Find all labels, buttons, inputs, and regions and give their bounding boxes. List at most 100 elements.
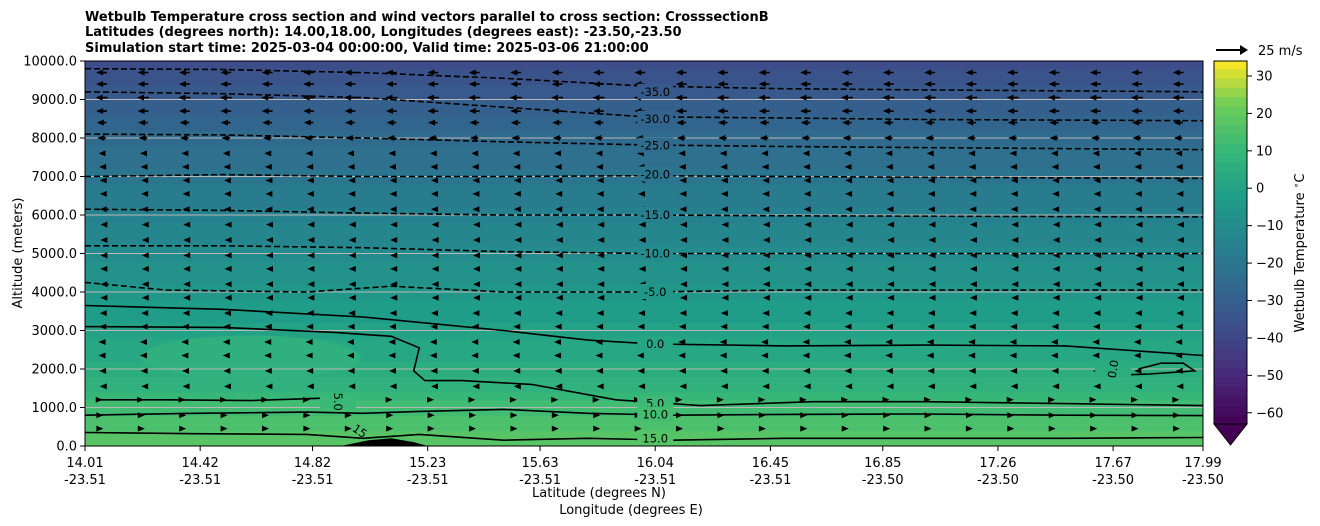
- wind-vector-head: [1007, 69, 1015, 76]
- wind-vector-head: [634, 69, 642, 76]
- wind-vector-head: [680, 281, 688, 288]
- degree-symbol: ∘: [1292, 183, 1302, 189]
- wind-vector-head: [509, 94, 517, 101]
- wind-vector-head: [223, 310, 231, 317]
- wind-vector-head: [222, 150, 230, 157]
- x-tick-label-lon: -23.50: [862, 473, 904, 488]
- contour-label: -20.0: [640, 168, 670, 182]
- wind-vector-head: [219, 94, 227, 101]
- wind-vector-head: [1010, 367, 1018, 374]
- wind-vector-head: [306, 206, 314, 213]
- wind-vector-head: [1172, 94, 1180, 101]
- colorbar-segment: [1214, 162, 1247, 172]
- wind-vector-head: [469, 425, 477, 432]
- wind-vector-head: [1011, 294, 1019, 301]
- contour-label-bg: [637, 406, 674, 422]
- wind-vector-head: [841, 412, 849, 419]
- wind-vector-head: [427, 81, 435, 88]
- wind-vector-head: [472, 310, 480, 317]
- x-tick-label-lat: 15.23: [409, 456, 446, 471]
- wind-vector-head: [348, 310, 356, 317]
- wind-vector-head: [759, 135, 767, 141]
- wind-vector-head: [595, 150, 603, 157]
- wind-vector-head: [1048, 108, 1056, 115]
- wind-vector-head: [1176, 177, 1184, 184]
- wind-vector-head: [1176, 237, 1184, 244]
- wind-vector-head: [969, 252, 977, 259]
- colorbar-segment: [1214, 236, 1247, 247]
- wind-vector-head: [95, 94, 103, 101]
- wind-vector-head: [1010, 163, 1018, 170]
- wind-vector-head: [1009, 352, 1017, 359]
- wind-vector-head: [265, 206, 273, 213]
- wind-vector-head: [182, 177, 190, 184]
- wind-vector-head: [680, 265, 688, 272]
- wind-vector-head: [720, 383, 728, 390]
- wind-vector-head: [761, 150, 769, 157]
- wind-vector-head: [1135, 221, 1143, 228]
- wind-vector-head: [845, 177, 853, 184]
- wind-vector-head: [1130, 396, 1138, 403]
- wind-vector-head: [264, 367, 272, 374]
- x-tick-label-lon: -23.50: [1092, 473, 1134, 488]
- wind-vector-head: [469, 412, 477, 419]
- wind-vector-head: [307, 252, 315, 259]
- wind-vector-head: [262, 119, 270, 126]
- colorbar-tick-label: −10: [1256, 219, 1283, 234]
- wind-vector-head: [264, 150, 272, 157]
- wetbulb-band: [85, 184, 1203, 193]
- wind-vector-head: [926, 339, 934, 346]
- wind-vector-head: [348, 294, 356, 301]
- wind-vector-head: [721, 237, 729, 244]
- wind-vector-head: [676, 425, 684, 432]
- wind-vector-head: [306, 383, 314, 390]
- wind-vector-head: [1093, 177, 1101, 184]
- wind-vector-head: [555, 206, 563, 213]
- wind-vector-head: [883, 119, 891, 126]
- colorbar-segment: [1214, 227, 1247, 238]
- contour-label-bg: [637, 284, 674, 299]
- wind-vector-head: [100, 252, 108, 259]
- wind-vector-head: [1089, 108, 1097, 115]
- wind-vector-head: [845, 281, 853, 288]
- wind-vector-head: [1172, 396, 1180, 403]
- contour-label: 0.0: [1105, 359, 1122, 379]
- wind-vector-head: [347, 339, 355, 346]
- contour-label: 15: [350, 421, 370, 441]
- wind-vector-head: [883, 425, 891, 432]
- wind-vector-head: [386, 425, 394, 432]
- contour-line: [85, 245, 1203, 255]
- wind-vector-head: [468, 108, 476, 115]
- wind-vector-head: [803, 367, 811, 374]
- wind-vector-head: [431, 177, 439, 184]
- wind-vector-head: [99, 367, 107, 374]
- wind-vector-head: [1135, 294, 1143, 301]
- wind-vector-head: [96, 119, 104, 126]
- wind-vector-head: [679, 190, 687, 197]
- wind-vector-head: [514, 281, 522, 288]
- wind-vector-head: [513, 206, 521, 213]
- wind-vector-head: [513, 323, 521, 330]
- wind-vector-head: [551, 94, 559, 101]
- wind-vector-head: [551, 396, 559, 403]
- wind-vector-head: [264, 323, 272, 330]
- wind-vector-head: [1176, 281, 1184, 288]
- wind-vector-head: [511, 135, 519, 141]
- wind-vector-head: [965, 81, 973, 88]
- wind-vector-head: [348, 237, 356, 244]
- wind-vector-head: [678, 339, 686, 346]
- colorbar-label: Wetbulb Temperature ∘C: [1292, 174, 1308, 333]
- wind-vector-head: [721, 281, 729, 288]
- wind-vector-head: [141, 221, 149, 228]
- colorbar-segment: [1214, 87, 1247, 98]
- wind-vector-head: [882, 108, 890, 115]
- chart-title: Wetbulb Temperature cross section and wi…: [85, 10, 769, 56]
- wind-vector-head: [969, 310, 977, 317]
- wind-vector-head: [348, 206, 356, 213]
- wind-vector-head: [594, 135, 602, 141]
- wind-vector-head: [427, 425, 435, 432]
- wetbulb-band: [85, 376, 1203, 385]
- wind-vector-head: [927, 163, 935, 170]
- wind-vector-head: [675, 94, 683, 101]
- wind-vector-head: [1134, 367, 1142, 374]
